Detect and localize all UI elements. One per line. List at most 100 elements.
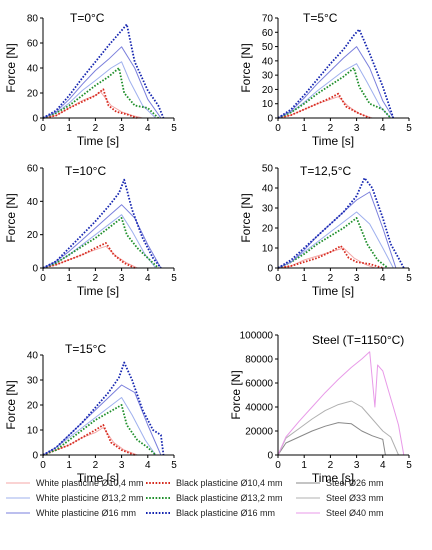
panel-5: 0 1 2 3 4 5 0 10 20 30 40 Time [s] Force [N] T=15°C: [4, 342, 177, 485]
x-tick-label: 5: [406, 273, 412, 284]
x-tick-label: 5: [406, 123, 412, 134]
series-line: [42, 204, 162, 269]
series-line: [277, 46, 394, 119]
x-tick-label: 4: [145, 123, 151, 134]
legend-item: Steel Ø40 mm: [296, 508, 384, 518]
x-tick-label: 3: [354, 460, 360, 471]
y-tick-label: 40: [262, 184, 274, 195]
axis-lines: [42, 168, 174, 269]
series-line: [42, 178, 162, 269]
x-tick-label: 0: [40, 123, 46, 134]
y-tick-label: 0: [267, 451, 273, 462]
axis-lines: [277, 18, 409, 119]
legend-label: Black plasticine Ø10,4 mm: [176, 478, 283, 488]
x-tick-label: 3: [119, 273, 125, 284]
x-tick-label: 5: [406, 460, 412, 471]
y-tick-label: 40: [262, 56, 274, 67]
legend-item: Black plasticine Ø10,4 mm: [146, 478, 283, 488]
y-tick-label: 50: [262, 42, 274, 53]
x-tick-label: 2: [93, 460, 99, 471]
y-tick-label: 0: [32, 264, 38, 275]
legend: White plasticine Ø10,4 mm Black plasticin…: [6, 478, 384, 518]
legend-item: Black plasticine Ø13,2 mm: [146, 493, 283, 503]
legend-label: White plasticine Ø10,4 mm: [36, 478, 144, 488]
y-tick-label: 0: [32, 114, 38, 125]
series-line: [277, 96, 373, 119]
legend-item: Steel Ø26 mm: [296, 478, 384, 488]
y-tick-label: 0: [32, 451, 38, 462]
series-line: [42, 91, 143, 119]
legend-item: White plasticine Ø16 mm: [6, 508, 136, 518]
panel-title: T=0°C: [70, 11, 105, 25]
x-tick-label: 2: [328, 123, 334, 134]
axis-lines: [42, 18, 174, 119]
y-tick-label: 80000: [245, 355, 273, 366]
series-line: [277, 28, 395, 119]
panel-title: T=10°C: [65, 164, 106, 178]
x-tick-label: 4: [380, 460, 386, 471]
x-tick-label: 1: [301, 123, 307, 134]
y-tick-label: 20: [262, 85, 274, 96]
x-tick-label: 1: [301, 273, 307, 284]
y-tick-label: 20: [27, 89, 39, 100]
series-line: [277, 217, 389, 269]
y-tick-label: 0: [267, 264, 273, 275]
y-tick-label: 80: [27, 14, 39, 25]
y-axis-label: Force [N]: [239, 43, 253, 92]
x-tick-label: 0: [275, 460, 281, 471]
x-tick-label: 1: [66, 460, 72, 471]
legend-label: Black plasticine Ø13,2 mm: [176, 493, 283, 503]
series-line: [277, 422, 386, 456]
panel-title: Steel (T=1150°C): [312, 333, 404, 347]
y-tick-label: 10: [262, 244, 274, 255]
y-tick-label: 40: [27, 197, 39, 208]
y-axis-label: Force [N]: [4, 43, 18, 92]
y-tick-label: 0: [267, 114, 273, 125]
legend-label: Steel Ø40 mm: [326, 508, 384, 518]
series-line: [42, 23, 165, 119]
legend-item: Steel Ø33 mm: [296, 493, 384, 503]
x-axis-label: Time [s]: [312, 471, 354, 485]
panel-1: 0 1 2 3 4 5 0 20 40 60 80 Time [s] Force [N] T=0°C: [4, 11, 177, 148]
x-axis-label: Time [s]: [77, 134, 119, 148]
y-tick-label: 30: [262, 204, 274, 215]
x-axis-label: Time [s]: [312, 134, 354, 148]
y-tick-label: 10: [27, 426, 39, 437]
y-tick-label: 20000: [245, 427, 273, 438]
panel-title: T=5°C: [303, 11, 338, 25]
series-line: [42, 384, 162, 456]
x-tick-label: 2: [328, 273, 334, 284]
y-tick-label: 40000: [245, 403, 273, 414]
series-line: [277, 191, 397, 269]
x-tick-label: 0: [40, 460, 46, 471]
x-tick-label: 0: [275, 273, 281, 284]
x-tick-label: 1: [66, 123, 72, 134]
y-axis-label: Force [N]: [229, 370, 243, 419]
legend-label: Black plasticine Ø16 mm: [176, 508, 275, 518]
series-line: [277, 63, 392, 119]
panel-6: 0 1 2 3 4 5 0 20000 40000 60000 80000 100000 Time [s…: [229, 331, 412, 486]
series-line: [277, 245, 384, 269]
y-tick-label: 40: [27, 351, 39, 362]
x-tick-label: 2: [93, 123, 99, 134]
panel-title: T=12,5°C: [300, 164, 351, 178]
y-axis-label: Force [N]: [239, 193, 253, 242]
y-tick-label: 30: [262, 71, 274, 82]
x-tick-label: 5: [171, 123, 177, 134]
x-tick-label: 3: [354, 123, 360, 134]
y-tick-label: 60000: [245, 379, 273, 390]
x-tick-label: 1: [66, 273, 72, 284]
x-tick-label: 4: [145, 273, 151, 284]
x-tick-label: 2: [93, 273, 99, 284]
legend-item: White plasticine Ø10,4 mm: [6, 478, 144, 488]
series-line: [42, 67, 159, 119]
legend-label: Steel Ø33 mm: [326, 493, 384, 503]
x-tick-label: 3: [119, 460, 125, 471]
x-tick-label: 4: [145, 460, 151, 471]
y-tick-label: 30: [27, 376, 39, 387]
y-tick-label: 70: [262, 14, 274, 25]
legend-label: White plasticine Ø16 mm: [36, 508, 136, 518]
y-axis-label: Force [N]: [4, 193, 18, 242]
